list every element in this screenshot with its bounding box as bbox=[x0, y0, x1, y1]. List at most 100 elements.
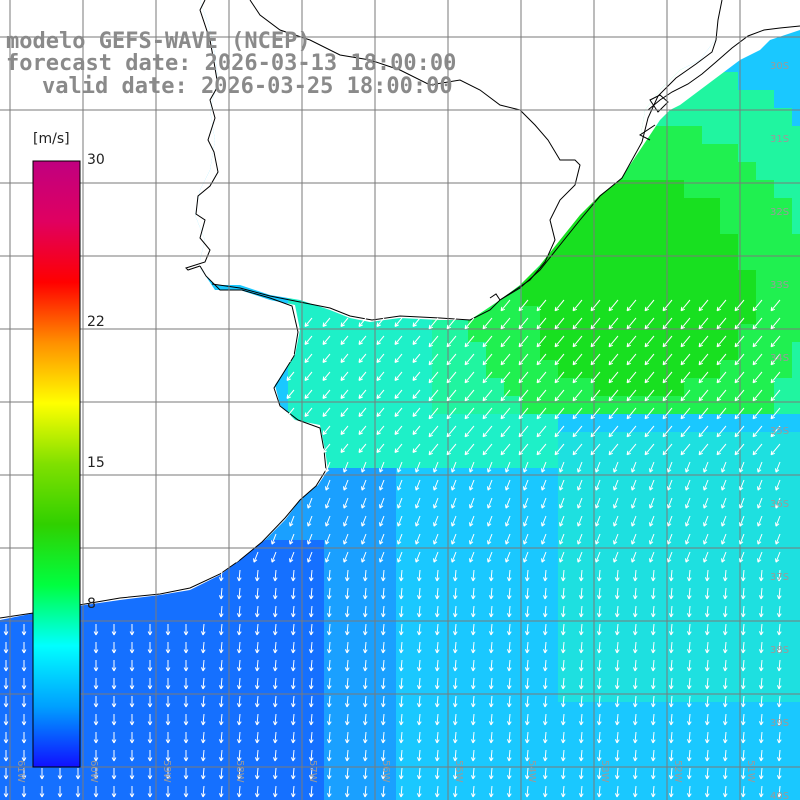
wind-arrow bbox=[632, 767, 638, 780]
wind-arrow bbox=[271, 533, 277, 545]
wind-speed-cell bbox=[342, 540, 360, 558]
wind-arrow bbox=[662, 299, 673, 312]
colorbar bbox=[32, 160, 81, 768]
wind-arrow bbox=[524, 659, 530, 672]
wind-arrow bbox=[470, 695, 476, 708]
wind-arrow bbox=[668, 605, 674, 618]
wind-arrow bbox=[236, 677, 242, 690]
wind-speed-cell bbox=[684, 126, 702, 144]
wind-arrow bbox=[21, 642, 27, 654]
wind-arrow bbox=[308, 587, 314, 600]
wind-arrow bbox=[428, 389, 439, 402]
wind-speed-cell bbox=[666, 486, 684, 504]
wind-arrow bbox=[39, 768, 45, 780]
wind-arrow bbox=[446, 389, 457, 402]
wind-arrow bbox=[111, 714, 117, 726]
wind-speed-cell bbox=[612, 450, 630, 468]
wind-arrow bbox=[358, 389, 367, 399]
wind-arrow bbox=[752, 335, 763, 348]
wind-arrow bbox=[326, 713, 332, 726]
wind-speed-cell bbox=[792, 504, 800, 522]
wind-arrow bbox=[398, 641, 404, 654]
latitude-label: 32S bbox=[770, 207, 789, 218]
wind-speed-cell bbox=[486, 756, 504, 774]
wind-arrow bbox=[304, 353, 313, 363]
wind-speed-cell bbox=[504, 576, 522, 594]
wind-speed-cell bbox=[162, 702, 180, 720]
wind-arrow bbox=[57, 768, 63, 780]
wind-arrow bbox=[446, 425, 457, 438]
wind-arrow bbox=[775, 515, 781, 527]
wind-speed-cell bbox=[702, 180, 720, 198]
wind-arrow bbox=[183, 660, 189, 672]
wind-speed-cell bbox=[486, 468, 504, 486]
wind-arrow bbox=[254, 605, 260, 618]
wind-speed-cell bbox=[774, 54, 792, 72]
wind-arrow bbox=[631, 497, 637, 509]
wind-arrow bbox=[307, 497, 313, 509]
wind-speed-cell bbox=[270, 666, 288, 684]
model-title: modelo GEFS-WAVE (NCEP) bbox=[6, 29, 311, 54]
wind-speed-cell bbox=[756, 198, 774, 216]
wind-speed-cell bbox=[666, 792, 684, 800]
wind-speed-cell bbox=[684, 162, 702, 180]
wind-arrow bbox=[518, 317, 529, 330]
wind-speed-cell bbox=[756, 216, 774, 234]
wind-arrow bbox=[111, 750, 117, 762]
wind-arrow bbox=[536, 425, 547, 438]
wind-arrow bbox=[380, 641, 386, 654]
wind-speed-cell bbox=[612, 216, 630, 234]
wind-arrow bbox=[536, 353, 547, 366]
wind-arrow bbox=[289, 479, 295, 491]
wind-arrow bbox=[698, 407, 709, 420]
wind-speed-cell bbox=[756, 594, 774, 612]
wind-speed-cell bbox=[720, 180, 738, 198]
wind-speed-cell bbox=[612, 486, 630, 504]
wind-arrow bbox=[722, 659, 728, 672]
wind-arrow bbox=[165, 714, 171, 726]
wind-arrow bbox=[358, 425, 367, 435]
wind-arrow bbox=[200, 713, 206, 726]
wind-speed-cell bbox=[126, 648, 144, 666]
wind-speed-cell bbox=[396, 558, 414, 576]
wind-arrow bbox=[322, 389, 331, 399]
wind-speed-cell bbox=[756, 162, 774, 180]
wind-speed-cell bbox=[0, 720, 18, 738]
wind-speed-cell bbox=[576, 720, 594, 738]
latitude-label: 33S bbox=[770, 280, 789, 291]
wind-speed-cell bbox=[486, 630, 504, 648]
wind-arrow bbox=[704, 713, 710, 726]
wind-arrow bbox=[452, 677, 458, 690]
wind-arrow bbox=[740, 623, 746, 636]
wind-speed-cell bbox=[720, 468, 738, 486]
wind-speed-cell bbox=[414, 720, 432, 738]
wind-speed-cell bbox=[180, 666, 198, 684]
wind-arrow bbox=[464, 443, 475, 456]
wind-arrow bbox=[542, 749, 548, 762]
wind-speed-cell bbox=[414, 540, 432, 558]
wind-speed-cell bbox=[432, 630, 450, 648]
wind-speed-cell bbox=[792, 198, 800, 216]
wind-arrow bbox=[505, 479, 511, 491]
wind-speed-cell bbox=[378, 648, 396, 666]
wind-arrow bbox=[434, 623, 440, 636]
wind-speed-cell bbox=[720, 234, 738, 252]
wind-arrow bbox=[739, 515, 745, 527]
wind-speed-cell bbox=[666, 522, 684, 540]
wind-arrow bbox=[290, 677, 296, 690]
wind-speed-cell bbox=[324, 576, 342, 594]
wind-speed-cell bbox=[684, 486, 702, 504]
wind-speed-cell bbox=[396, 450, 414, 468]
wind-arrow bbox=[578, 749, 584, 762]
wind-speed-cell bbox=[630, 558, 648, 576]
wind-arrow bbox=[488, 785, 494, 798]
wind-arrow bbox=[668, 587, 674, 600]
wind-speed-cell bbox=[126, 684, 144, 702]
wind-arrow bbox=[650, 695, 656, 708]
wind-speed-cell bbox=[774, 792, 792, 800]
wind-speed-cell bbox=[270, 738, 288, 756]
wind-arrow bbox=[518, 299, 529, 312]
wind-speed-cell bbox=[414, 774, 432, 792]
wind-arrow bbox=[560, 695, 566, 708]
wind-arrow bbox=[662, 335, 673, 348]
